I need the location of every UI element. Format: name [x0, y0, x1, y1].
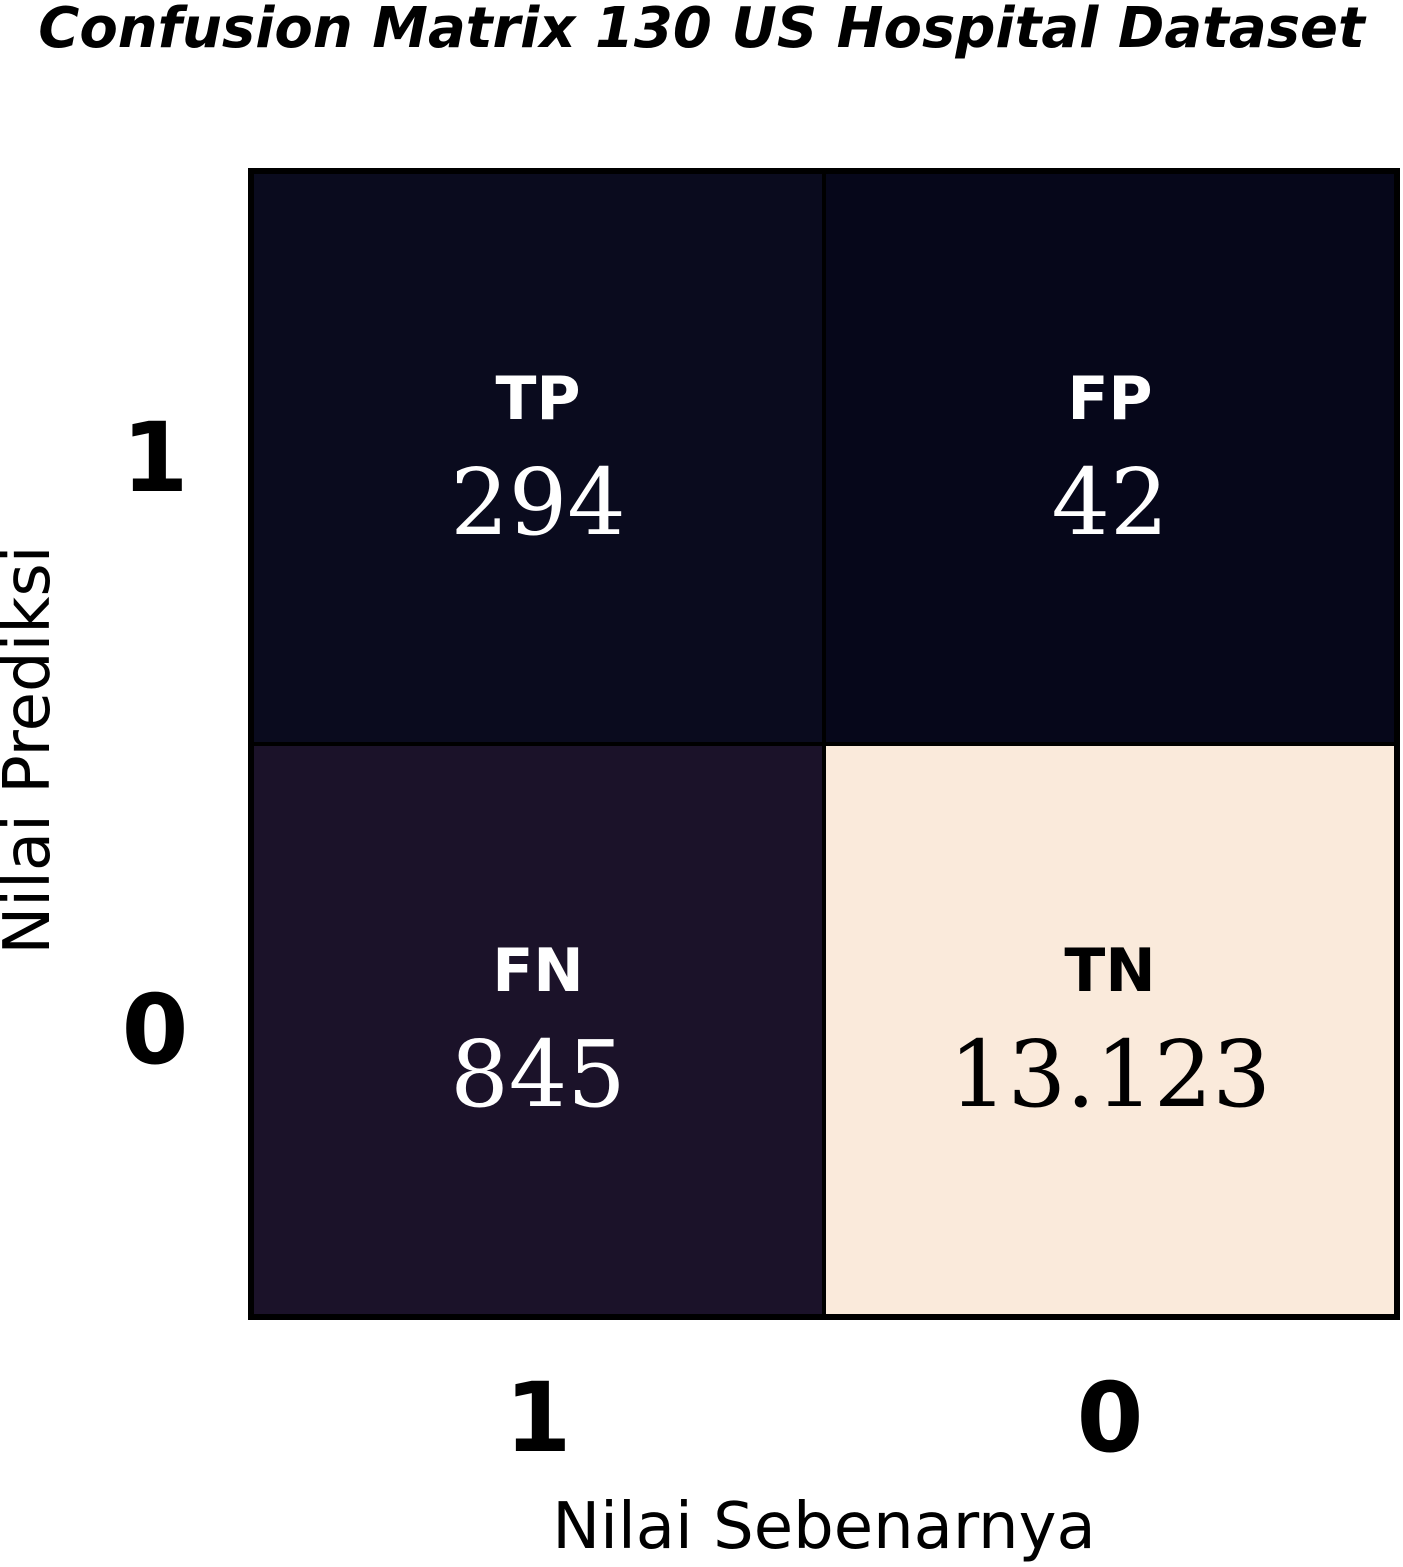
x-axis-label: Nilai Sebenarnya [552, 1490, 1096, 1564]
y-tick-label: 0 [121, 974, 189, 1086]
heatmap-cell-fn: FN 845 [252, 744, 824, 1316]
heatmap-cell-fp: FP 42 [824, 172, 1396, 744]
y-tick-label: 1 [121, 402, 189, 514]
cell-value: 13.123 [949, 1021, 1271, 1128]
cell-label: FN [492, 936, 584, 1006]
chart-title: Confusion Matrix 130 US Hospital Dataset [38, 0, 1365, 61]
heatmap-cell-tp: TP 294 [252, 172, 824, 744]
cell-value: 294 [450, 449, 626, 556]
cell-label: TP [495, 364, 581, 434]
cell-value: 845 [450, 1021, 626, 1128]
x-tick-label: 0 [1076, 1362, 1144, 1474]
confusion-matrix: TP 294 FP 42 FN 845 TN 13.123 [248, 168, 1400, 1320]
y-axis-label: Nilai Prediksi [0, 545, 65, 955]
cell-label: TN [1064, 936, 1156, 1006]
x-tick-label: 1 [504, 1362, 572, 1474]
heatmap-cell-tn: TN 13.123 [824, 744, 1396, 1316]
cell-label: FP [1067, 364, 1153, 434]
cell-value: 42 [1051, 449, 1169, 556]
